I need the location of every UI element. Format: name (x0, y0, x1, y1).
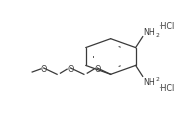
Text: NH: NH (144, 28, 155, 37)
Text: NH: NH (144, 77, 155, 86)
Text: 2: 2 (155, 33, 159, 38)
Text: O: O (41, 64, 47, 73)
Text: O: O (94, 64, 100, 73)
Text: ·HCl: ·HCl (158, 83, 174, 92)
Text: O: O (67, 64, 74, 73)
Text: ·HCl: ·HCl (158, 22, 174, 31)
Text: 2: 2 (155, 76, 159, 81)
